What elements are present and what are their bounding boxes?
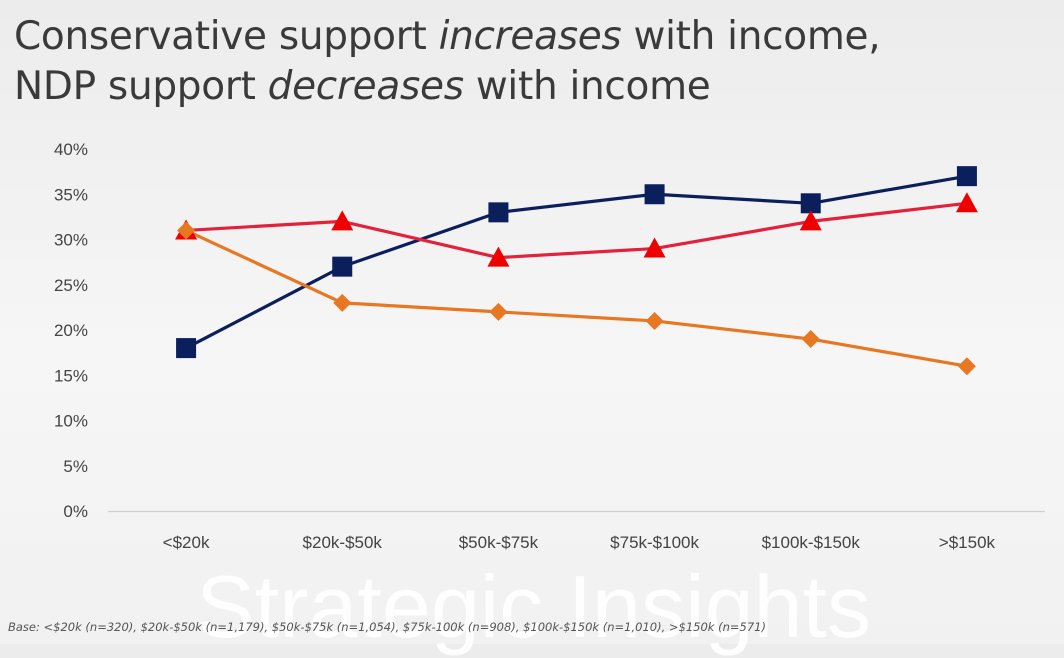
y-tick-label: 20% — [54, 321, 88, 340]
data-point-square — [644, 184, 665, 205]
data-point-diamond — [177, 221, 196, 240]
watermark: Strategic Insights — [196, 557, 871, 656]
data-point-diamond — [645, 311, 664, 330]
title-text: Conservative support — [14, 14, 439, 59]
data-point-triangle — [331, 210, 354, 231]
x-tick-label: $100k-$150k — [762, 533, 861, 552]
y-tick-label: 0% — [63, 502, 88, 521]
data-point-triangle — [799, 210, 822, 231]
data-point-diamond — [801, 330, 820, 349]
series-line — [185, 174, 968, 350]
data-point-diamond — [333, 293, 352, 312]
footnote: Base: <$20k (n=320), $20k-$50k (n=1,179)… — [8, 620, 766, 634]
chart-title: Conservative support increases with inco… — [14, 12, 1054, 112]
data-point-diamond — [489, 302, 508, 321]
data-point-triangle — [643, 237, 666, 258]
data-point-square — [956, 166, 977, 187]
data-point-square — [488, 202, 509, 223]
title-emphasis: increases — [438, 14, 622, 59]
line-chart: 0% 5% 10% 15% 20% 25% 30% 35% 40% <$20k $20k-$50k $… — [54, 140, 1045, 552]
y-tick-label: 10% — [54, 412, 88, 431]
title-emphasis: decreases — [267, 64, 464, 109]
title-line-1: Conservative support increases with inco… — [14, 12, 1054, 62]
x-tick-label: >$150k — [939, 533, 996, 552]
data-point-square — [800, 193, 821, 214]
y-tick-label: 35% — [54, 185, 88, 204]
x-tick-label: $50k-$75k — [459, 533, 539, 552]
y-tick-label: 40% — [54, 140, 88, 159]
data-point-triangle — [487, 246, 510, 267]
y-tick-label: 30% — [54, 231, 88, 250]
title-text: with income, — [621, 14, 881, 59]
series-line — [185, 228, 968, 368]
data-point-square — [176, 338, 197, 359]
title-text: with income — [463, 64, 711, 109]
data-point-square — [332, 256, 353, 277]
series-line — [185, 201, 968, 260]
y-tick-label: 15% — [54, 366, 88, 385]
data-point-diamond — [957, 357, 976, 376]
title-text: NDP support — [14, 64, 268, 109]
y-tick-label: 5% — [63, 457, 88, 476]
x-tick-label: <$20k — [163, 533, 210, 552]
data-point-triangle — [955, 192, 978, 213]
x-tick-label: $75k-$100k — [610, 533, 699, 552]
title-line-2: NDP support decreases with income — [14, 62, 1054, 112]
x-tick-label: $20k-$50k — [303, 533, 383, 552]
y-tick-label: 25% — [54, 276, 88, 295]
